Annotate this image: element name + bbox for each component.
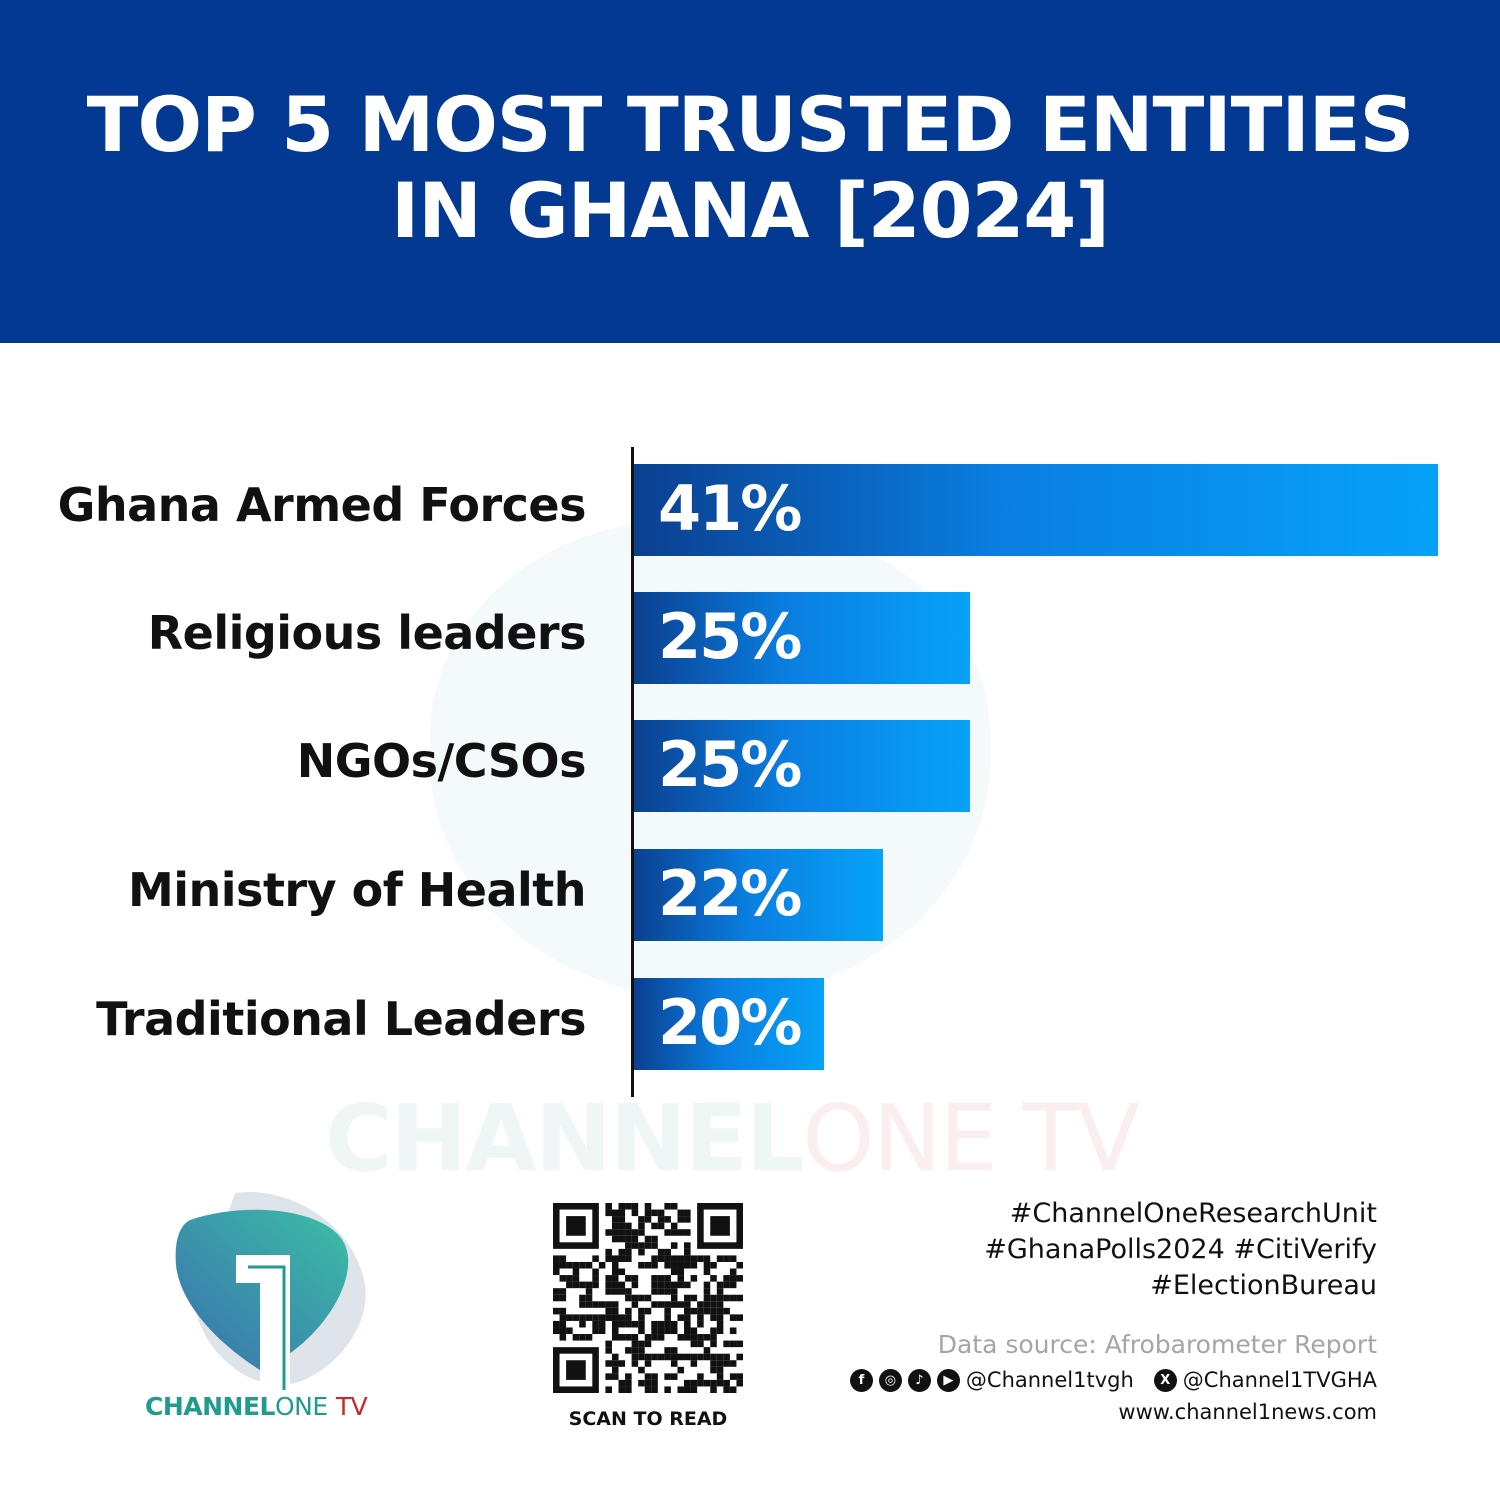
title-line-2: IN GHANA [2024] — [390, 166, 1110, 255]
hashtag-line: #GhanaPolls2024 #CitiVerify — [984, 1234, 1377, 1265]
channel-one-logo-icon — [175, 1191, 366, 1390]
category-label: Religious leaders — [147, 606, 587, 660]
hashtags: #ChannelOneResearchUnit #GhanaPolls2024 … — [984, 1196, 1377, 1304]
hashtag-line: #ChannelOneResearchUnit — [1009, 1198, 1377, 1229]
brand-tv: TV — [335, 1392, 368, 1421]
category-label: Traditional Leaders — [96, 992, 586, 1046]
social-handle[interactable]: @Channel1tvgh — [965, 1368, 1134, 1392]
bar: 25% — [634, 720, 971, 812]
bar: 22% — [634, 849, 883, 941]
watermark-part2: ONE TV — [802, 1085, 1140, 1192]
bar: 20% — [634, 978, 825, 1070]
qr-code[interactable] — [553, 1203, 743, 1393]
y-axis-line — [631, 447, 634, 1097]
watermark-text: CHANNELONE TV — [325, 1085, 1140, 1192]
website-link[interactable]: www.channel1news.com — [1118, 1400, 1377, 1424]
data-label: 25% — [658, 600, 802, 673]
facebook-icon[interactable]: f — [849, 1368, 873, 1392]
data-label: 20% — [658, 986, 802, 1059]
hashtag-line: #ElectionBureau — [1150, 1270, 1377, 1301]
instagram-icon[interactable]: ◎ — [878, 1368, 902, 1392]
brand-bold: CHANNEL — [145, 1392, 275, 1421]
tiktok-icon[interactable]: ♪ — [907, 1368, 931, 1392]
qr-caption: SCAN TO READ — [568, 1408, 728, 1430]
page-title: TOP 5 MOST TRUSTED ENTITIES IN GHANA [20… — [0, 82, 1500, 254]
x-icon[interactable]: X — [1153, 1368, 1177, 1392]
x-handle[interactable]: @Channel1TVGHA — [1182, 1368, 1377, 1392]
bar: 25% — [634, 592, 971, 684]
data-label: 22% — [658, 857, 802, 930]
category-label: NGOs/CSOs — [296, 734, 587, 788]
category-label: Ghana Armed Forces — [57, 478, 587, 532]
title-line-1: TOP 5 MOST TRUSTED ENTITIES — [86, 80, 1415, 169]
watermark-part1: CHANNEL — [325, 1085, 804, 1192]
data-label: 25% — [658, 728, 802, 801]
brand-name: CHANNELONE TV — [145, 1392, 368, 1421]
bar: 41% — [634, 464, 1438, 556]
category-label: Ministry of Health — [128, 863, 587, 917]
social-handles: f ◎ ♪ ▶ @Channel1tvgh X @Channel1TVGHA — [849, 1368, 1377, 1392]
data-source: Data source: Afrobarometer Report — [937, 1330, 1377, 1359]
data-label: 41% — [658, 472, 802, 545]
brand-light: ONE — [274, 1392, 328, 1421]
youtube-icon[interactable]: ▶ — [936, 1368, 960, 1392]
header-banner: TOP 5 MOST TRUSTED ENTITIES IN GHANA [20… — [0, 0, 1500, 343]
